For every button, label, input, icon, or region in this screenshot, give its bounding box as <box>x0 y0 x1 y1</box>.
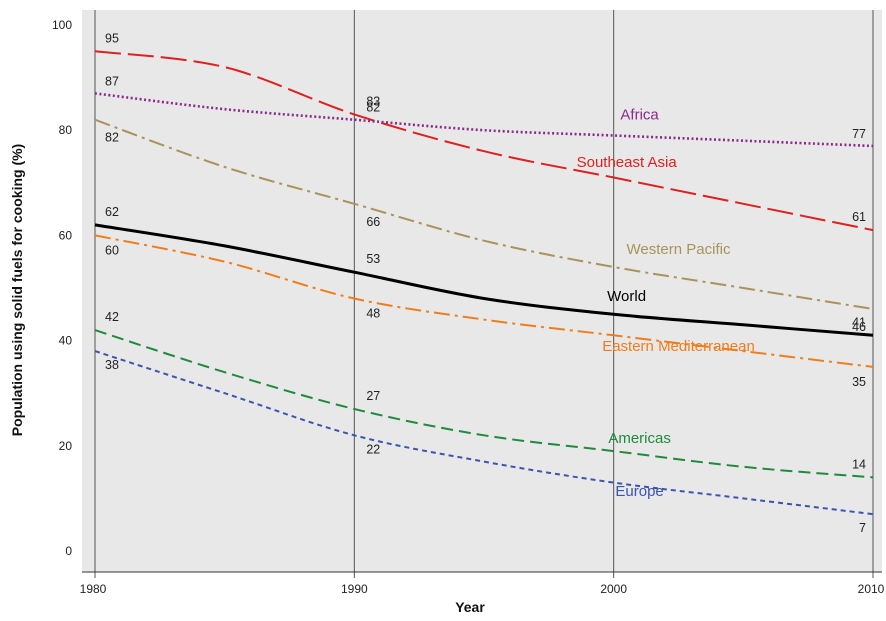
y-tick-label: 60 <box>59 228 73 242</box>
data-label-europe: 38 <box>105 358 119 372</box>
series-lines <box>94 50 874 516</box>
series-line-americas <box>94 329 874 479</box>
data-label-southeast-asia: 95 <box>105 31 119 45</box>
x-tick-label: 1990 <box>341 582 368 596</box>
series-line-southeast-asia <box>94 50 874 232</box>
plot-background <box>82 10 882 572</box>
series-name-africa: Africa <box>620 107 659 124</box>
y-tick-label: 0 <box>65 544 72 558</box>
data-label-eastern-mediterranean: 35 <box>852 375 866 389</box>
series-line-world <box>94 223 874 337</box>
x-axis-title: Year <box>455 599 485 615</box>
data-label-western-pacific: 82 <box>105 131 119 145</box>
y-tick-label: 40 <box>59 334 73 348</box>
series-name-eastern-mediterranean: Eastern Mediterranean <box>602 338 755 355</box>
series-name-southeast-asia: Southeast Asia <box>577 154 678 171</box>
data-label-world: 53 <box>366 252 380 266</box>
series-name-western-pacific: Western Pacific <box>627 241 731 258</box>
series-line-africa <box>94 92 874 148</box>
x-tick-label: 1980 <box>80 582 107 596</box>
data-label-africa: 77 <box>852 127 866 141</box>
y-tick-label: 80 <box>59 123 73 137</box>
data-label-africa: 82 <box>366 101 380 115</box>
data-label-world: 41 <box>852 315 866 329</box>
y-axis-title: Population using solid fuels for cooking… <box>9 144 25 436</box>
y-tick-label: 20 <box>59 439 73 453</box>
series-name-world: World <box>607 288 646 305</box>
series-name-americas: Americas <box>608 430 671 447</box>
data-label-world: 62 <box>105 205 119 219</box>
data-label-eastern-mediterranean: 60 <box>105 243 119 257</box>
decade-lines <box>94 10 874 578</box>
data-labels: 95 83 61 87 82 77 82 66 46 62 53 41 60 48 35 42 27 14 38 22… <box>105 31 866 535</box>
data-label-americas: 42 <box>105 310 119 324</box>
data-label-americas: 14 <box>852 457 866 471</box>
data-label-europe: 22 <box>366 442 380 456</box>
series-line-europe <box>94 350 874 516</box>
x-tick-label: 2010 <box>858 582 885 596</box>
data-label-eastern-mediterranean: 48 <box>366 307 380 321</box>
x-axis-ticks: 1980 1990 2000 2010 <box>80 582 885 596</box>
data-label-southeast-asia: 61 <box>852 210 866 224</box>
y-axis-ticks: 0 20 40 60 80 100 <box>52 18 72 558</box>
data-label-americas: 27 <box>366 389 380 403</box>
series-line-western-pacific <box>94 118 874 310</box>
data-label-western-pacific: 46 <box>852 320 866 334</box>
series-name-europe: Europe <box>615 483 663 500</box>
series-names: Southeast Asia Africa Western Pacific World… <box>577 107 755 500</box>
data-label-southeast-asia: 83 <box>366 94 380 108</box>
series-line-eastern-mediterranean <box>94 234 874 368</box>
x-tick-label: 2000 <box>600 582 627 596</box>
data-label-europe: 7 <box>859 521 866 535</box>
y-tick-label: 100 <box>52 18 72 32</box>
data-label-africa: 87 <box>105 74 119 88</box>
data-label-western-pacific: 66 <box>366 215 380 229</box>
